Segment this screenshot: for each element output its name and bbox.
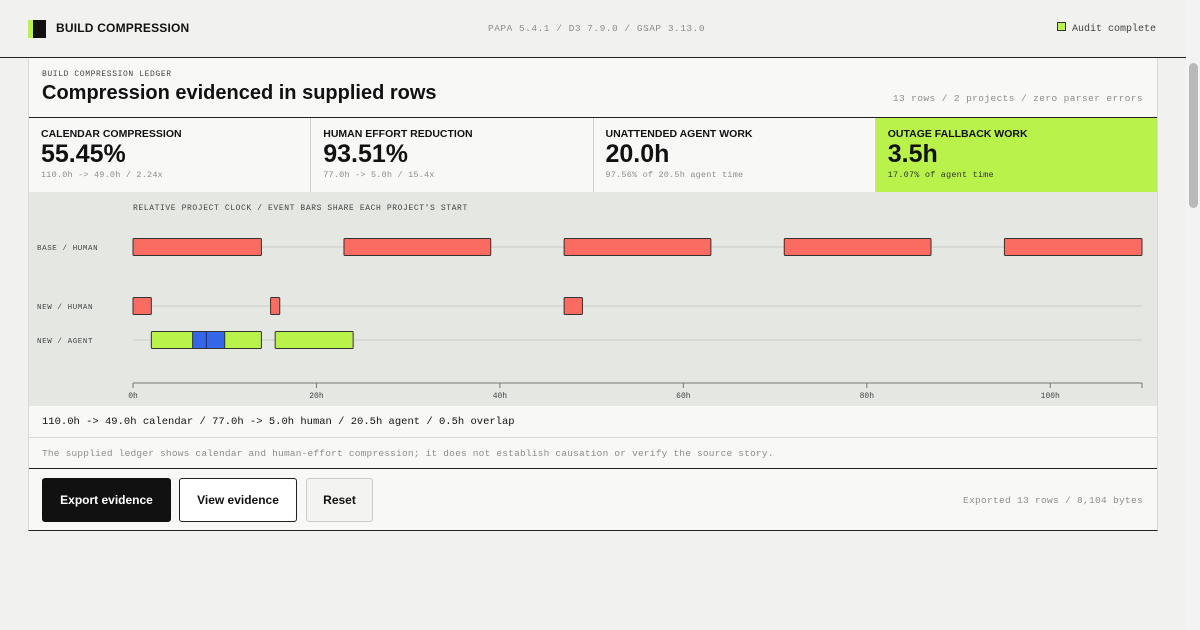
x-tick-label: 60h	[676, 392, 691, 401]
ledger-summary: 13 rows / 2 projects / zero parser error…	[892, 93, 1143, 104]
lane-label: NEW / AGENT	[37, 338, 93, 346]
kpi-detail: 77.0h -> 5.0h / 15.4x	[323, 170, 435, 180]
view-evidence-button[interactable]: View evidence	[179, 478, 297, 522]
timeline-bar-human	[1003, 238, 1143, 256]
scrollbar-thumb[interactable]	[1189, 63, 1198, 208]
disclaimer-row: The supplied ledger shows calendar and h…	[29, 438, 1157, 469]
kpi-value: 3.5h	[887, 140, 938, 168]
audit-status-label: Audit complete	[1071, 24, 1156, 35]
kpi-label: CALENDAR COMPRESSION	[41, 128, 182, 140]
timeline-bar-human	[132, 297, 152, 315]
kpi-value: 93.51%	[323, 140, 409, 168]
kpi-detail: 110.0h -> 49.0h / 2.24x	[41, 170, 163, 180]
kpi-value: 20.0h	[605, 140, 670, 168]
action-bar: Export evidence View evidence Reset Expo…	[29, 469, 1157, 529]
kpi-outage-fallback-work: OUTAGE FALLBACK WORK 3.5h 17.07% of agen…	[875, 118, 1157, 192]
lane-label: BASE / HUMAN	[37, 245, 98, 253]
top-bar: BUILD COMPRESSION PAPA 5.4.1 / D3 7.9.0 …	[0, 0, 1186, 58]
kpi-label: OUTAGE FALLBACK WORK	[887, 128, 1028, 140]
library-versions: PAPA 5.4.1 / D3 7.9.0 / GSAP 3.13.0	[488, 23, 706, 34]
lane-label: NEW / HUMAN	[37, 304, 93, 312]
timeline-bar-fallback	[192, 331, 207, 349]
logo-icon	[28, 20, 46, 38]
reset-button[interactable]: Reset	[306, 478, 373, 522]
timeline-bar-human	[563, 297, 583, 315]
timeline-bar-human	[563, 238, 712, 256]
disclaimer-text: The supplied ledger shows calendar and h…	[42, 448, 774, 459]
timeline-bar-agent	[274, 331, 354, 349]
totals-text: 110.0h -> 49.0h calendar / 77.0h -> 5.0h…	[42, 416, 515, 428]
kpi-row: CALENDAR COMPRESSION 55.45% 110.0h -> 49…	[29, 117, 1157, 193]
totals-row: 110.0h -> 49.0h calendar / 77.0h -> 5.0h…	[29, 407, 1157, 438]
x-tick-label: 100h	[1041, 392, 1060, 401]
timeline-chart: RELATIVE PROJECT CLOCK / EVENT BARS SHAR…	[29, 192, 1157, 406]
kpi-calendar-compression: CALENDAR COMPRESSION 55.45% 110.0h -> 49…	[29, 118, 312, 192]
kpi-detail: 97.56% of 20.5h agent time	[605, 170, 744, 180]
timeline-bar-human	[270, 297, 281, 315]
audit-status: Audit complete	[1056, 22, 1156, 35]
x-tick-label: 80h	[860, 392, 875, 401]
timeline-bar-human	[132, 238, 262, 256]
timeline-bar-human	[343, 238, 492, 256]
ledger-eyebrow: BUILD COMPRESSION LEDGER	[42, 70, 172, 79]
export-status: Exported 13 rows / 8,104 bytes	[962, 495, 1143, 506]
timeline-svg: RELATIVE PROJECT CLOCK / EVENT BARS SHAR…	[37, 204, 1143, 401]
x-tick-label: 0h	[128, 392, 138, 401]
kpi-detail: 17.07% of agent time	[887, 170, 994, 180]
x-tick-label: 20h	[309, 392, 324, 401]
kpi-value: 55.45%	[41, 140, 126, 168]
timeline-bar-fallback	[205, 331, 226, 349]
kpi-human-effort-reduction: HUMAN EFFORT REDUCTION 93.51% 77.0h -> 5…	[311, 118, 594, 192]
x-tick-label: 40h	[493, 392, 508, 401]
status-indicator-icon	[1056, 22, 1066, 31]
timeline-caption: RELATIVE PROJECT CLOCK / EVENT BARS SHAR…	[133, 204, 468, 213]
timeline-bar-human	[783, 238, 932, 256]
kpi-label: HUMAN EFFORT REDUCTION	[323, 128, 473, 140]
export-evidence-button[interactable]: Export evidence	[42, 478, 171, 522]
page-title: Compression evidenced in supplied rows	[42, 82, 437, 104]
app-title: BUILD COMPRESSION	[56, 21, 190, 35]
ledger-panel: BUILD COMPRESSION LEDGER Compression evi…	[28, 58, 1158, 531]
scrollbar[interactable]	[1186, 0, 1200, 630]
kpi-unattended-agent-work: UNATTENDED AGENT WORK 20.0h 97.56% of 20…	[594, 118, 876, 192]
kpi-label: UNATTENDED AGENT WORK	[605, 128, 753, 140]
